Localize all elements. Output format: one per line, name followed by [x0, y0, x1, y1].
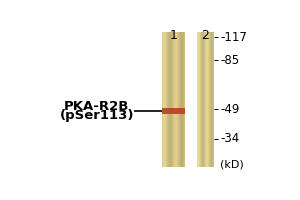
Bar [163, 32, 164, 167]
Bar [170, 32, 171, 167]
Bar [184, 32, 185, 167]
Bar [206, 32, 207, 167]
Bar [171, 32, 172, 167]
Bar [182, 32, 183, 167]
Bar [197, 32, 198, 167]
Bar [172, 32, 173, 167]
Bar [179, 32, 180, 167]
Bar [181, 32, 182, 167]
Text: 2: 2 [201, 29, 209, 42]
Text: (kD): (kD) [220, 160, 244, 170]
Bar [183, 32, 184, 167]
Text: -117: -117 [220, 31, 247, 44]
Bar [164, 32, 165, 167]
Text: (pSer113): (pSer113) [59, 109, 134, 122]
Bar [162, 108, 185, 114]
Bar [205, 32, 206, 167]
Bar [200, 32, 201, 167]
Text: -49: -49 [220, 103, 239, 116]
Bar [174, 32, 175, 167]
Bar [213, 32, 214, 167]
Bar [211, 32, 212, 167]
Text: -85: -85 [220, 54, 239, 67]
Text: 1: 1 [169, 29, 178, 42]
Bar [175, 32, 176, 167]
Bar [180, 32, 181, 167]
Bar [176, 32, 177, 167]
Bar [162, 32, 163, 167]
Bar [201, 32, 202, 167]
Text: PKA-R2B: PKA-R2B [64, 100, 130, 113]
Text: -34: -34 [220, 132, 239, 145]
Bar [178, 32, 179, 167]
Bar [165, 32, 166, 167]
Bar [173, 32, 174, 167]
Bar [212, 32, 213, 167]
Bar [208, 32, 209, 167]
Bar [202, 32, 203, 167]
Bar [204, 32, 205, 167]
Bar [207, 32, 208, 167]
Bar [203, 32, 204, 167]
Bar [167, 32, 168, 167]
Bar [199, 32, 200, 167]
Bar [177, 32, 178, 167]
Bar [210, 32, 211, 167]
Bar [198, 32, 199, 167]
Bar [169, 32, 170, 167]
Bar [168, 32, 169, 167]
